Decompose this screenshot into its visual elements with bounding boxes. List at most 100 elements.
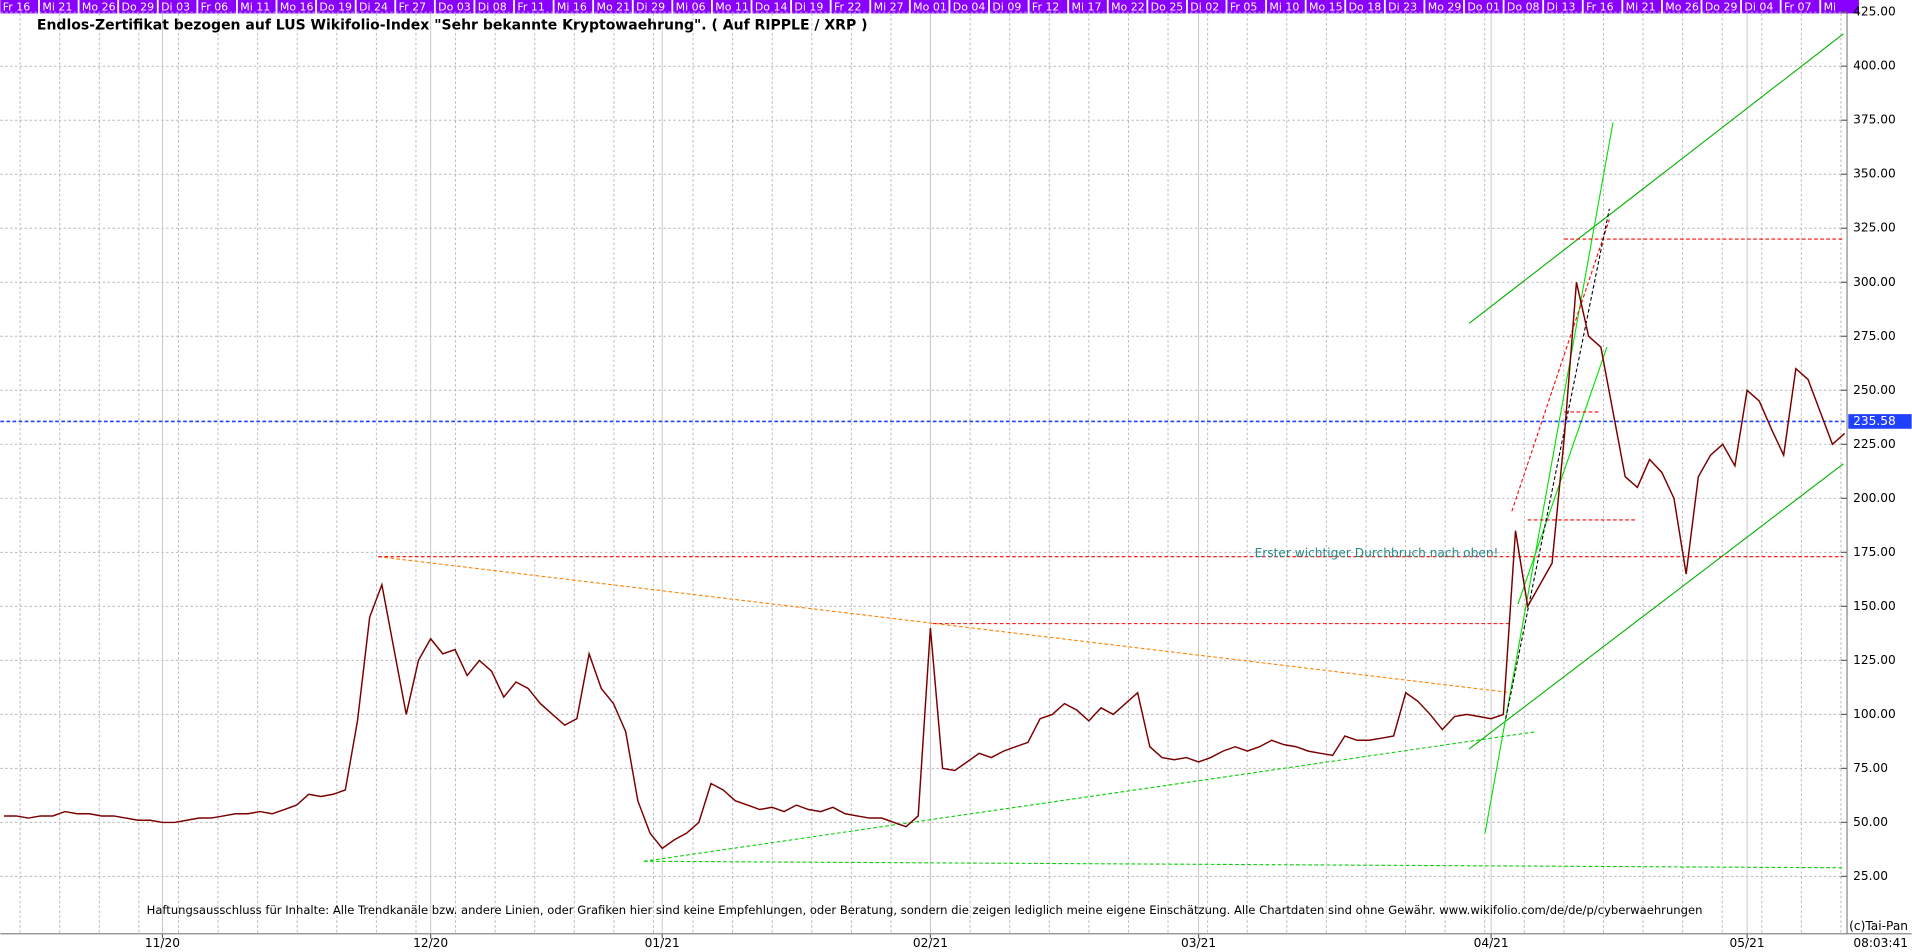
date-label: Mi 11 [240,0,270,13]
date-label: Di 03 [161,0,190,13]
date-cell [1267,0,1305,14]
date-label: Mo 26 [1665,0,1699,13]
date-cell [356,0,395,14]
date-cell [831,0,870,14]
y-tick-label: 400.00 [1853,59,1896,73]
annotation: Erster wichtiger Durchbruch nach oben! [1255,546,1499,560]
trendline [1468,463,1844,750]
date-cell [752,0,791,14]
date-cell [237,0,276,14]
date-cell [910,0,949,14]
date-cell [277,0,316,14]
date-label: Do 29 [1705,0,1738,13]
y-tick-label: 300.00 [1853,275,1896,289]
y-tick-label: 175.00 [1853,545,1896,559]
trendline [1484,122,1614,834]
trendline [1468,33,1844,324]
date-cell [396,0,434,14]
price-series [4,282,1846,850]
y-tick-label: 100.00 [1853,707,1896,721]
date-label: Mo 21 [597,0,631,13]
disclaimer: Haftungsausschluss für Inhalte: Alle Tre… [147,903,1703,917]
date-label: Mi 21 [42,0,72,13]
date-cell [514,0,553,14]
trendline [378,556,1512,694]
date-cell [158,0,197,14]
date-label: Di 29 [636,0,665,13]
date-cell [1544,0,1582,14]
date-cell [435,0,474,14]
date-label: Mi 17 [1072,0,1102,13]
date-cell [594,0,632,14]
date-label: Mo 01 [913,0,947,13]
trendline [1505,208,1610,719]
x-tick-label: 05/21 [1730,936,1765,950]
y-tick-label: 25.00 [1853,869,1888,883]
date-cell [1781,0,1820,14]
date-cell [1346,0,1384,14]
date-cell [554,0,593,14]
trendline [643,731,1537,862]
date-cell [792,0,830,14]
date-cell [673,0,712,14]
date-label: Fr 12 [1032,0,1059,13]
copyright: (c)Tai-Pan [1849,919,1908,933]
date-cell [1583,0,1622,14]
grid: 25.00 50.00 75.00 100.00 125.00 150.00 175.00 2… [0,5,1896,950]
date-label: Mo 11 [715,0,749,13]
date-cell [1148,0,1187,14]
x-tick-label: 11/20 [145,936,180,950]
date-label: Fr 06 [201,0,228,13]
y-tick-label: 150.00 [1853,599,1896,613]
date-cell [1504,0,1543,14]
price-line [4,282,1846,850]
date-cell [39,0,78,14]
date-label: Mi 16 [557,0,587,13]
date-label: Mo 29 [1428,0,1462,13]
date-cell [1742,0,1780,14]
date-label: Fr 22 [834,0,861,13]
date-label: Mo 15 [1309,0,1343,13]
date-bar: Fr 16 Mi 21 Mo 26 Do 29 Di 03 Fr 06 Mi 11 Mo 16… [0,0,1859,14]
y-tick-label: 350.00 [1853,167,1896,181]
date-cell [119,0,157,14]
date-label: Di 04 [1744,0,1773,13]
y-tick-label: 275.00 [1853,329,1896,343]
date-label: Di 02 [1190,0,1219,13]
date-cell [712,0,751,14]
date-cell [1385,0,1424,14]
y-tick-label: 75.00 [1853,761,1888,775]
date-cell [1306,0,1345,14]
date-label: Di 13 [1547,0,1576,13]
date-label: Mo 16 [280,0,314,13]
date-label: Do 04 [953,0,986,13]
date-label: Di 23 [1388,0,1417,13]
x-tick-label: 12/20 [413,936,448,950]
y-tick-label: 250.00 [1853,383,1896,397]
date-cell [1623,0,1662,14]
date-label: Fr 16 [1586,0,1613,13]
date-cell [1227,0,1266,14]
trendlines: 235.58 Erster wichtiger Durchbruch nach o… [0,33,1912,869]
date-cell [0,0,39,14]
y-tick-label: 50.00 [1853,815,1888,829]
date-label: Mi 27 [874,0,904,13]
date-label: Mo 26 [82,0,116,13]
date-label: Mo 22 [1111,0,1145,13]
last-price-box [1848,414,1912,429]
date-label: Fr 27 [399,0,426,13]
date-cell [633,0,672,14]
date-label: Di 09 [992,0,1021,13]
date-cell [1425,0,1464,14]
date-label: Mi 10 [1269,0,1299,13]
trendline [1517,346,1608,605]
y-tick-label: 225.00 [1853,437,1896,451]
date-cell [950,0,989,14]
date-label: Do 25 [1151,0,1184,13]
date-label: Do 01 [1467,0,1500,13]
time: 08:03:41 [1853,936,1908,950]
date-label: Mi [1824,0,1837,13]
trendline [1511,219,1610,512]
x-tick-label: 02/21 [913,936,948,950]
